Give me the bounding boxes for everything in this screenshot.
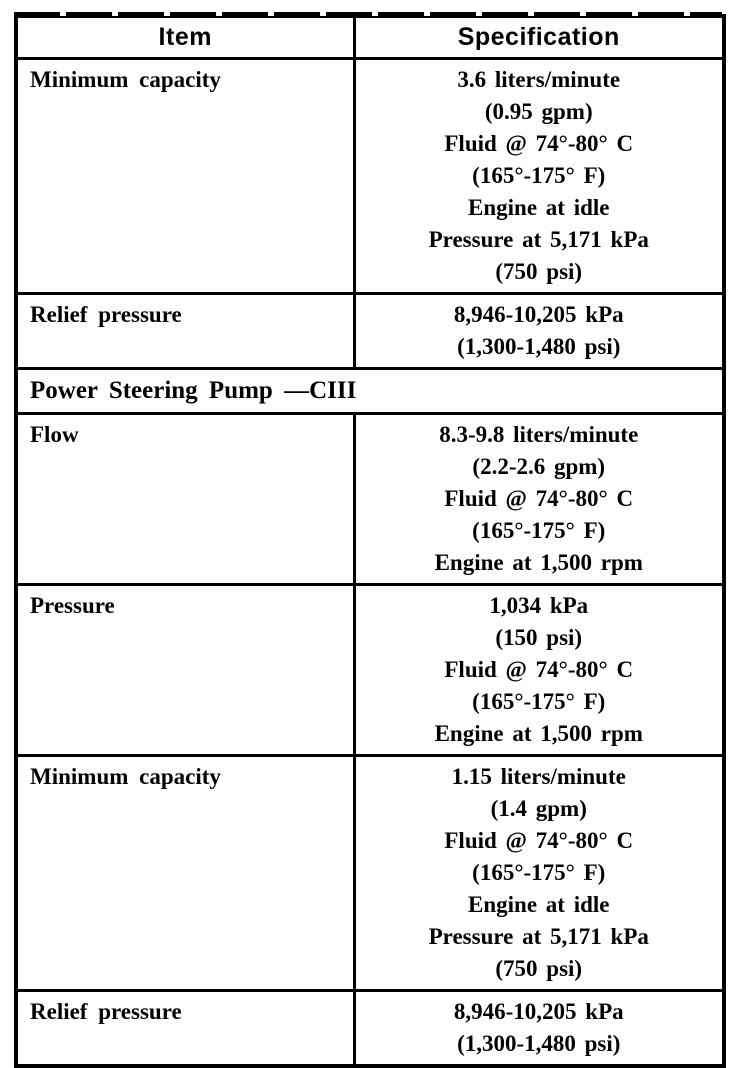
spec-line: (0.95 gpm) [484, 98, 593, 124]
spec-cell: 3.6 liters/minute (0.95 gpm) Fluid @ 74°-8… [352, 56, 726, 295]
spec-line: Fluid @ 74°-80° C [444, 827, 634, 853]
spec-line: (1,300-1,480 psi) [457, 333, 621, 359]
spec-line: (1,300-1,480 psi) [457, 1030, 621, 1056]
table-row: Minimum capacity 3.6 liters/minute (0.95 g… [14, 56, 726, 295]
spec-line: (165°-175° F) [472, 162, 606, 188]
spec-cell: 8.3-9.8 liters/minute (2.2-2.6 gpm) Fluid … [352, 411, 726, 586]
column-header-item: Item [14, 14, 356, 60]
table-row: Relief pressure 8,946-10,205 kPa (1,300-1,… [14, 988, 726, 1067]
section-row: Power Steering Pump —CIII [14, 366, 726, 415]
column-header-specification: Specification [352, 14, 726, 60]
scan-artifact-top-edge [14, 12, 722, 16]
spec-line: 1,034 kPa [489, 592, 589, 618]
item-cell: Minimum capacity [14, 56, 356, 295]
spec-line: Pressure at 5,171 kPa [428, 923, 649, 949]
spec-cell: 8,946-10,205 kPa (1,300-1,480 psi) [352, 291, 726, 370]
spec-line: (1.4 gpm) [490, 795, 587, 821]
spec-line: Engine at idle [468, 891, 610, 917]
spec-line: 1.15 liters/minute [451, 763, 626, 789]
spec-line: 8.3-9.8 liters/minute [439, 421, 639, 447]
spec-line: (165°-175° F) [472, 517, 606, 543]
spec-line: (165°-175° F) [472, 859, 606, 885]
spec-table-body: Minimum capacity 3.6 liters/minute (0.95 g… [14, 56, 726, 1067]
section-header-label: Power Steering Pump —CIII [14, 366, 726, 415]
item-cell: Relief pressure [14, 291, 356, 370]
spec-line: Fluid @ 74°-80° C [444, 130, 634, 156]
spec-line: Engine at 1,500 rpm [434, 549, 643, 575]
item-cell: Pressure [14, 582, 356, 757]
spec-cell: 1.15 liters/minute (1.4 gpm) Fluid @ 74°-8… [352, 753, 726, 992]
spec-line: (150 psi) [495, 624, 583, 650]
item-cell: Relief pressure [14, 988, 356, 1067]
table-row: Pressure 1,034 kPa (150 psi) Fluid @ 74°-80… [14, 582, 726, 757]
spec-line: Engine at idle [468, 194, 610, 220]
spec-line: 3.6 liters/minute [457, 66, 621, 92]
table-header: Item Specification [14, 14, 726, 60]
spec-line: Fluid @ 74°-80° C [444, 485, 634, 511]
spec-line: (750 psi) [495, 258, 583, 284]
table-row: Relief pressure 8,946-10,205 kPa (1,300-1,… [14, 291, 726, 370]
spec-cell: 8,946-10,205 kPa (1,300-1,480 psi) [352, 988, 726, 1067]
spec-line: 8,946-10,205 kPa [453, 998, 624, 1024]
specification-table: Item Specification Minimum capacity 3.6 l… [14, 14, 726, 1068]
spec-line: Fluid @ 74°-80° C [444, 656, 634, 682]
spec-cell: 1,034 kPa (150 psi) Fluid @ 74°-80° C (165°… [352, 582, 726, 757]
item-cell: Flow [14, 411, 356, 586]
item-cell: Minimum capacity [14, 753, 356, 992]
table-row: Flow 8.3-9.8 liters/minute (2.2-2.6 gpm) Fl… [14, 411, 726, 586]
header-row: Item Specification [14, 14, 726, 60]
spec-line: (2.2-2.6 gpm) [472, 453, 606, 479]
spec-line: Pressure at 5,171 kPa [428, 226, 649, 252]
spec-line: (165°-175° F) [472, 688, 606, 714]
table-row: Minimum capacity 1.15 liters/minute (1.4 g… [14, 753, 726, 992]
spec-line: (750 psi) [495, 955, 583, 981]
spec-line: 8,946-10,205 kPa [453, 301, 624, 327]
spec-line: Engine at 1,500 rpm [434, 720, 643, 746]
